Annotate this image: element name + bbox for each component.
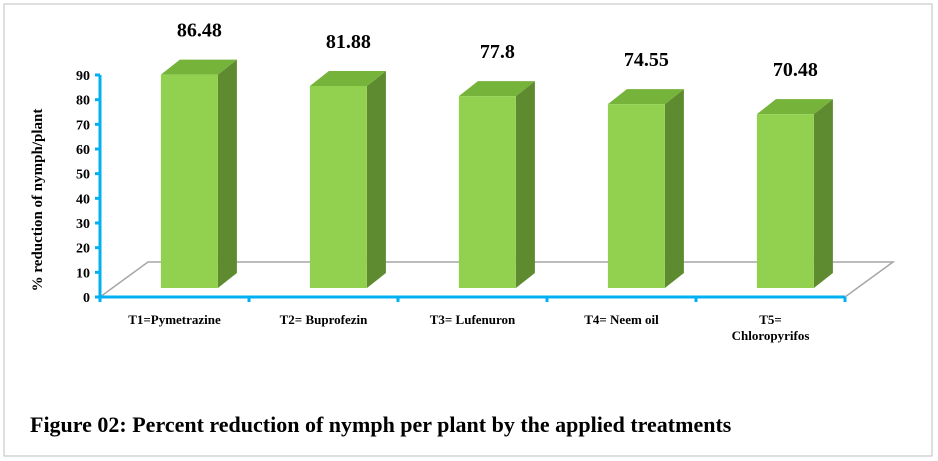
bar-side: [515, 81, 535, 289]
data-label: 86.48: [177, 20, 222, 42]
x-tick-label: T4= Neem oil: [584, 312, 659, 327]
y-tick-label: 90: [76, 69, 90, 84]
chart-border: [3, 3, 933, 457]
y-tick-label: 30: [76, 217, 90, 232]
y-tick-label: 0: [83, 291, 90, 306]
bar-top: [607, 89, 684, 105]
y-tick-label: 80: [76, 94, 90, 109]
bar-top: [309, 71, 386, 87]
y-tick-label: 10: [76, 266, 90, 281]
bar: [756, 99, 833, 289]
bar-front: [607, 104, 665, 288]
y-tick-label: 50: [76, 168, 90, 183]
y-tick-label: 40: [76, 192, 90, 207]
bar-front: [160, 74, 218, 288]
y-tick-label: 70: [76, 118, 90, 133]
bar-side: [664, 89, 684, 288]
data-label: 74.55: [624, 49, 669, 71]
chart-caption: Figure 02: Percent reduction of nymph pe…: [30, 412, 732, 437]
bar-top: [458, 81, 535, 97]
y-tick-label: 60: [76, 143, 90, 158]
x-tick-label: T1=Pymetrazine: [128, 312, 221, 327]
bar: [309, 71, 386, 289]
x-tick-label: T5= Chloropyrifos: [731, 312, 810, 343]
bar: [458, 81, 535, 289]
bar: [607, 89, 684, 288]
bar-side: [813, 99, 833, 289]
bar-front: [309, 86, 367, 289]
data-label: 70.48: [773, 59, 818, 81]
x-tick-label: T2= Buprofezin: [279, 312, 368, 327]
y-tick-label: 20: [76, 242, 90, 257]
data-label: 77.8: [480, 41, 515, 63]
bar-top: [756, 99, 833, 115]
bar-front: [756, 114, 814, 289]
x-tick-label: T3= Lufenuron: [429, 312, 516, 327]
bar-side: [366, 71, 386, 289]
y-axis-label: % reduction of nymph/plant: [30, 109, 46, 292]
data-label: 81.88: [326, 31, 371, 53]
bar-front: [458, 96, 516, 289]
bar: [160, 59, 237, 289]
bar-top: [160, 59, 237, 75]
bar-side: [217, 59, 237, 289]
